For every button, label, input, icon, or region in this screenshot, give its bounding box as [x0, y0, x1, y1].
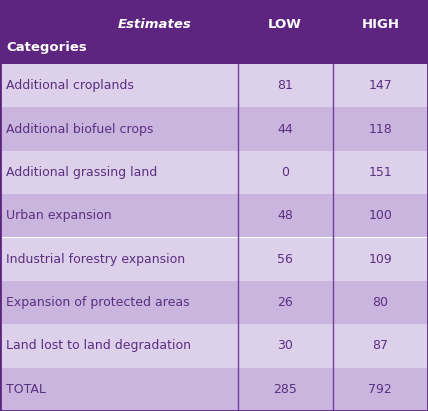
Text: HIGH: HIGH [361, 18, 399, 31]
Bar [0, 367, 428, 411]
Bar [0, 324, 428, 367]
Text: Industrial forestry expansion: Industrial forestry expansion [6, 253, 186, 266]
Text: 109: 109 [369, 253, 392, 266]
Text: Additional biofuel crops: Additional biofuel crops [6, 122, 154, 136]
Text: 0: 0 [281, 166, 289, 179]
Bar [0, 151, 428, 194]
Text: 44: 44 [277, 122, 293, 136]
Text: Estimates: Estimates [118, 18, 191, 31]
Text: TOTAL: TOTAL [6, 383, 46, 396]
Text: Categories: Categories [6, 42, 87, 55]
Text: 151: 151 [369, 166, 392, 179]
Text: 792: 792 [369, 383, 392, 396]
Text: 56: 56 [277, 253, 293, 266]
Text: LOW: LOW [268, 18, 302, 31]
Text: Additional croplands: Additional croplands [6, 79, 134, 92]
Text: Additional grassing land: Additional grassing land [6, 166, 158, 179]
Text: Land lost to land degradation: Land lost to land degradation [6, 339, 191, 353]
Text: 285: 285 [273, 383, 297, 396]
Text: 81: 81 [277, 79, 293, 92]
Text: 80: 80 [372, 296, 388, 309]
Bar [0, 238, 428, 281]
Bar [0, 194, 428, 238]
Text: 147: 147 [369, 79, 392, 92]
Text: 100: 100 [369, 209, 392, 222]
Bar [0, 64, 428, 107]
Text: 48: 48 [277, 209, 293, 222]
Bar [0, 0, 428, 64]
Text: 26: 26 [277, 296, 293, 309]
Text: 87: 87 [372, 339, 388, 353]
Text: 118: 118 [369, 122, 392, 136]
Bar [0, 107, 428, 151]
Text: Expansion of protected areas: Expansion of protected areas [6, 296, 190, 309]
Text: 30: 30 [277, 339, 293, 353]
Bar [0, 281, 428, 324]
Text: Urban expansion: Urban expansion [6, 209, 112, 222]
